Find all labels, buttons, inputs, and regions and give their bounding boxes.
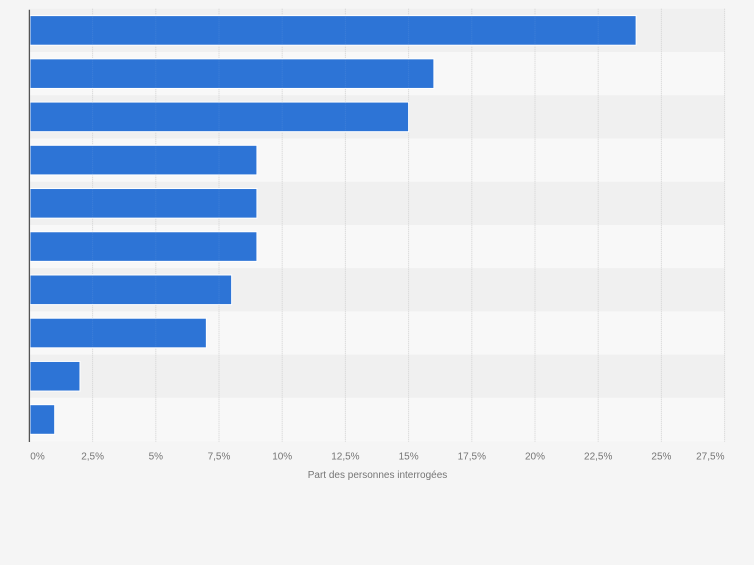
- svg-text:2,5%: 2,5%: [81, 452, 104, 463]
- svg-text:Part des personnes interrogées: Part des personnes interrogées: [308, 470, 448, 481]
- svg-text:5%: 5%: [149, 452, 164, 463]
- svg-text:15%: 15%: [399, 452, 419, 463]
- svg-text:20%: 20%: [525, 452, 545, 463]
- svg-text:12,5%: 12,5%: [331, 452, 359, 463]
- svg-text:25%: 25%: [651, 452, 671, 463]
- svg-text:10%: 10%: [272, 452, 292, 463]
- svg-text:22,5%: 22,5%: [584, 452, 612, 463]
- svg-text:7,5%: 7,5%: [208, 452, 231, 463]
- svg-text:0%: 0%: [30, 452, 45, 463]
- svg-text:17,5%: 17,5%: [458, 452, 486, 463]
- svg-text:27,5%: 27,5%: [696, 452, 724, 463]
